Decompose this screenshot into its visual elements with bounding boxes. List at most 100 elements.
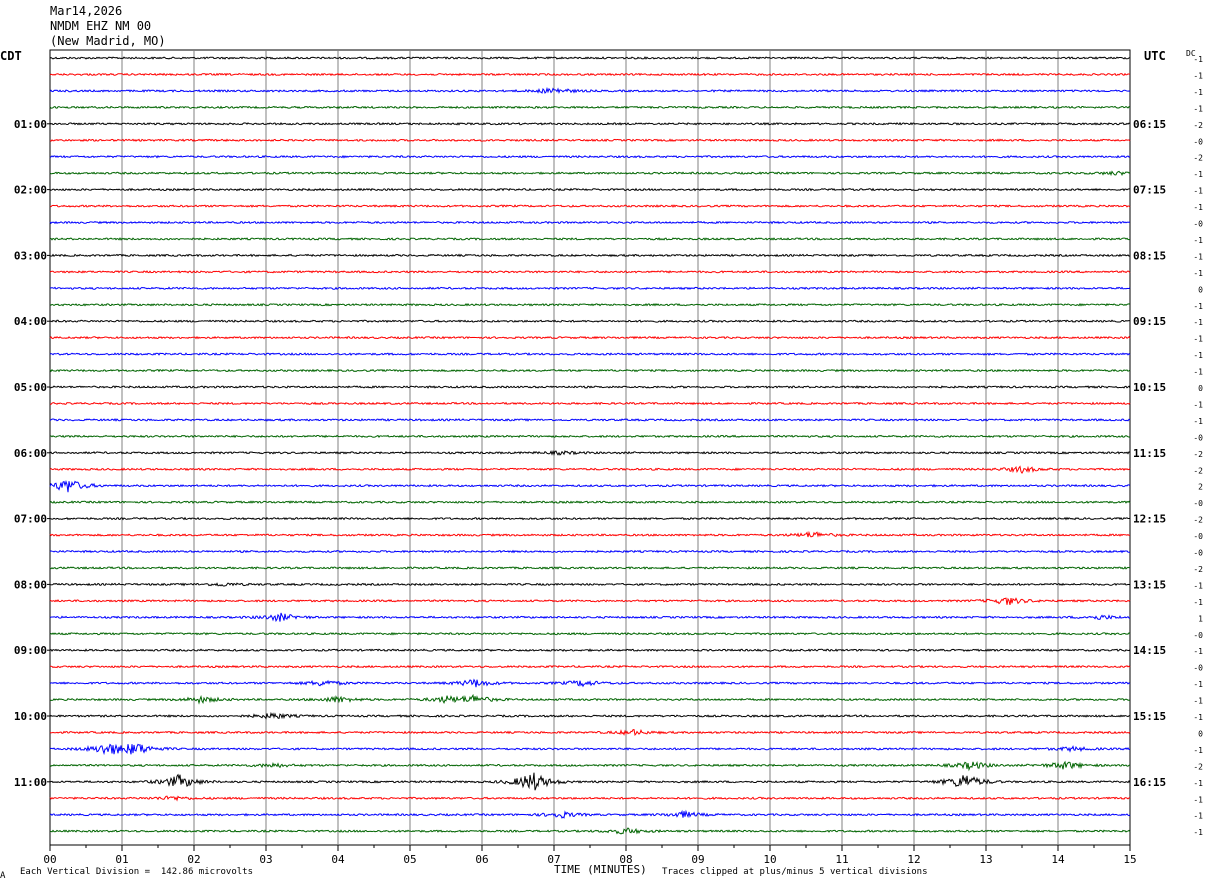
trace-line	[49, 270, 1131, 274]
x-tick-label: 13	[979, 853, 992, 866]
trace-line	[49, 728, 1131, 737]
x-tick-label: 08	[619, 853, 632, 866]
trace-line	[49, 220, 1131, 225]
trace-line	[49, 743, 1130, 756]
trace-line	[49, 480, 1131, 493]
trace-line	[49, 597, 1131, 606]
left-timezone-label: CDT	[0, 49, 22, 63]
right-hour-label: 08:15	[1133, 249, 1166, 262]
dc-offset-label: -1	[1193, 795, 1203, 804]
trace-line	[49, 105, 1131, 110]
dc-offset-label: -1	[1193, 351, 1203, 360]
date-label: Mar14,2026	[50, 4, 123, 18]
dc-offset-label: -1	[1193, 71, 1203, 80]
x-tick-label: 10	[763, 853, 776, 866]
x-tick-label: 02	[187, 853, 200, 866]
dc-offset-label: -2	[1193, 466, 1203, 475]
left-hour-label: 11:00	[14, 776, 47, 789]
dc-offset-label: -1	[1193, 252, 1203, 261]
right-hour-label: 07:15	[1133, 184, 1166, 197]
left-hour-label: 07:00	[14, 513, 47, 526]
dc-offset-label: -1	[1193, 746, 1203, 755]
dc-offset-label: -1	[1193, 400, 1203, 409]
trace-line	[49, 566, 1131, 570]
dc-offset-label: -1	[1193, 55, 1203, 64]
trace-line	[49, 72, 1131, 77]
trace-line	[49, 237, 1131, 241]
trace-line	[49, 711, 1131, 720]
dc-offset-label: -2	[1193, 121, 1203, 130]
trace-line	[49, 772, 1131, 791]
trace-line	[49, 500, 1131, 504]
dc-offset-label: -2	[1193, 516, 1203, 525]
plot-frame	[49, 49, 1131, 846]
dc-offset-label: 0	[1198, 384, 1203, 393]
trace-line	[49, 549, 1130, 554]
trace-line	[49, 809, 1131, 819]
dc-offset-label: -1	[1193, 302, 1203, 311]
dc-offset-label: 0	[1198, 729, 1203, 738]
dc-offset-label: -1	[1193, 335, 1203, 344]
left-hour-label: 06:00	[14, 447, 47, 460]
trace-line	[49, 612, 1131, 623]
dc-offset-label: -1	[1193, 779, 1203, 788]
trace-line	[49, 286, 1131, 291]
trace-line	[50, 253, 1131, 258]
trace-line	[49, 648, 1131, 653]
dc-offset-label: -1	[1193, 88, 1203, 97]
x-tick-label: 15	[1123, 853, 1136, 866]
x-tick-label: 12	[907, 853, 920, 866]
left-hour-label: 01:00	[14, 118, 47, 131]
trace-line	[49, 401, 1131, 406]
trace-line	[49, 827, 1131, 835]
location-label: (New Madrid, MO)	[50, 34, 166, 48]
trace-line	[49, 760, 1131, 772]
x-axis-title: TIME (MINUTES)	[554, 863, 647, 876]
dc-offset-label: -1	[1193, 828, 1203, 837]
trace-line	[49, 368, 1131, 373]
dc-offset-label: -2	[1193, 762, 1203, 771]
dc-offset-label: -2	[1193, 450, 1203, 459]
right-hour-label: 13:15	[1133, 578, 1166, 591]
right-hour-label: 06:15	[1133, 118, 1166, 131]
trace-line	[49, 631, 1131, 636]
dc-offset-label: -0	[1193, 532, 1203, 541]
left-hour-label: 09:00	[14, 644, 47, 657]
dc-offset-label: -1	[1193, 368, 1203, 377]
dc-offset-label: -1	[1193, 236, 1203, 245]
dc-offset-label: -1	[1193, 104, 1203, 113]
trace-line	[49, 86, 1131, 94]
right-hour-label: 11:15	[1133, 447, 1166, 460]
trace-line	[49, 693, 1131, 705]
trace-line	[49, 418, 1131, 422]
x-tick-label: 03	[259, 853, 272, 866]
dc-offset-label: -1	[1193, 187, 1203, 196]
trace-line	[49, 352, 1131, 356]
x-tick-label: 01	[115, 853, 128, 866]
x-tick-label: 14	[1051, 853, 1065, 866]
dc-offset-label: -1	[1193, 170, 1203, 179]
trace-line	[50, 516, 1131, 521]
trace-line	[49, 170, 1131, 177]
left-hour-label: 05:00	[14, 381, 47, 394]
x-tick-label: 09	[691, 853, 704, 866]
left-hour-label: 02:00	[14, 184, 47, 197]
trace-line	[49, 582, 1131, 587]
trace-line	[49, 204, 1131, 208]
x-tick-label: 06	[475, 853, 488, 866]
trace-line	[49, 154, 1131, 159]
right-timezone-label: UTC	[1144, 49, 1166, 63]
trace-line	[49, 664, 1131, 669]
left-hour-label: 08:00	[14, 578, 47, 591]
trace-line	[49, 121, 1131, 126]
trace-line	[49, 530, 1131, 538]
trace-line	[49, 678, 1131, 688]
right-hour-label: 16:15	[1133, 776, 1166, 789]
x-tick-label: 00	[43, 853, 56, 866]
trace-line	[49, 449, 1131, 456]
right-hour-label: 15:15	[1133, 710, 1166, 723]
left-hour-label: 10:00	[14, 710, 47, 723]
dc-offset-label: -0	[1193, 499, 1203, 508]
dc-offset-label: -1	[1193, 647, 1203, 656]
x-tick-label: 05	[403, 853, 416, 866]
